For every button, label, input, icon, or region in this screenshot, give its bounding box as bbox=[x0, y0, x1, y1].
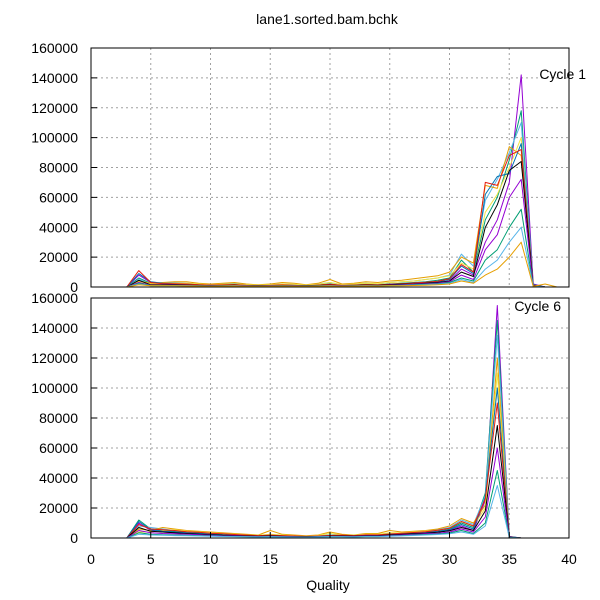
y-tick-label: 0 bbox=[70, 279, 78, 295]
y-tick-label: 120000 bbox=[31, 350, 78, 366]
x-tick-label: 25 bbox=[382, 551, 398, 567]
y-tick-label: 140000 bbox=[31, 70, 78, 86]
gridlines-cycle-6 bbox=[90, 297, 570, 539]
series-line-11 bbox=[126, 485, 522, 539]
y-tick-label: 20000 bbox=[39, 249, 78, 265]
panel-cycle-6: 0 20000 40000 60000 80000 100000 120000 140000 1… bbox=[31, 290, 577, 567]
series-group-cycle-6 bbox=[126, 305, 522, 539]
series-line-3 bbox=[126, 122, 557, 288]
series-line-2 bbox=[126, 320, 522, 539]
y-tick-label: 0 bbox=[70, 530, 78, 546]
series-line-8 bbox=[126, 425, 522, 539]
series-line-9 bbox=[126, 178, 557, 288]
chart-title: lane1.sorted.bam.bchk bbox=[256, 11, 399, 27]
series-line-6 bbox=[126, 387, 522, 539]
series-line-4 bbox=[126, 357, 522, 539]
y-tick-label: 140000 bbox=[31, 320, 78, 336]
x-tick-label: 0 bbox=[87, 551, 95, 567]
y-tick-label: 160000 bbox=[31, 40, 78, 56]
series-line-5 bbox=[126, 137, 557, 288]
y-tick-label: 40000 bbox=[39, 219, 78, 235]
x-tick-label: 20 bbox=[322, 551, 338, 567]
y-ticks-cycle-1: 0 20000 40000 60000 80000 100000 120000 140000 1… bbox=[31, 40, 97, 295]
series-group-cycle-1 bbox=[126, 74, 558, 288]
y-tick-label: 40000 bbox=[39, 470, 78, 486]
x-tick-label: 15 bbox=[262, 551, 278, 567]
series-line-1 bbox=[126, 305, 522, 539]
x-axis-label: Quality bbox=[306, 577, 350, 593]
series-line-12 bbox=[126, 241, 558, 288]
y-tick-label: 100000 bbox=[31, 130, 78, 146]
x-tick-label: 40 bbox=[561, 551, 577, 567]
series-line-10 bbox=[126, 208, 557, 288]
y-tick-label: 60000 bbox=[39, 189, 78, 205]
series-line-5 bbox=[126, 372, 522, 539]
series-line-7 bbox=[126, 149, 557, 288]
y-tick-label: 160000 bbox=[31, 290, 78, 306]
y-tick-label: 20000 bbox=[39, 500, 78, 516]
y-tick-label: 80000 bbox=[39, 410, 78, 426]
y-ticks-cycle-6: 0 20000 40000 60000 80000 100000 120000 140000 1… bbox=[31, 290, 97, 546]
y-tick-label: 120000 bbox=[31, 100, 78, 116]
x-tick-label: 5 bbox=[147, 551, 155, 567]
y-tick-label: 100000 bbox=[31, 380, 78, 396]
x-tick-label: 10 bbox=[203, 551, 219, 567]
x-ticks-cycle-6: 0 5 10 15 20 25 30 35 40 bbox=[87, 532, 577, 567]
gridlines-cycle-1 bbox=[90, 47, 570, 288]
panel-cycle-1: 0 20000 40000 60000 80000 100000 120000 140000 1… bbox=[31, 40, 586, 295]
annotation-cycle-1: Cycle 1 bbox=[539, 66, 586, 82]
series-line-6 bbox=[126, 143, 557, 288]
series-line-7 bbox=[126, 402, 522, 539]
series-line-8 bbox=[126, 161, 557, 288]
y-tick-label: 80000 bbox=[39, 160, 78, 176]
x-tick-label: 30 bbox=[442, 551, 458, 567]
x-tick-label: 35 bbox=[501, 551, 517, 567]
annotation-cycle-6: Cycle 6 bbox=[514, 298, 561, 314]
y-tick-label: 60000 bbox=[39, 440, 78, 456]
series-line-1 bbox=[126, 74, 557, 288]
